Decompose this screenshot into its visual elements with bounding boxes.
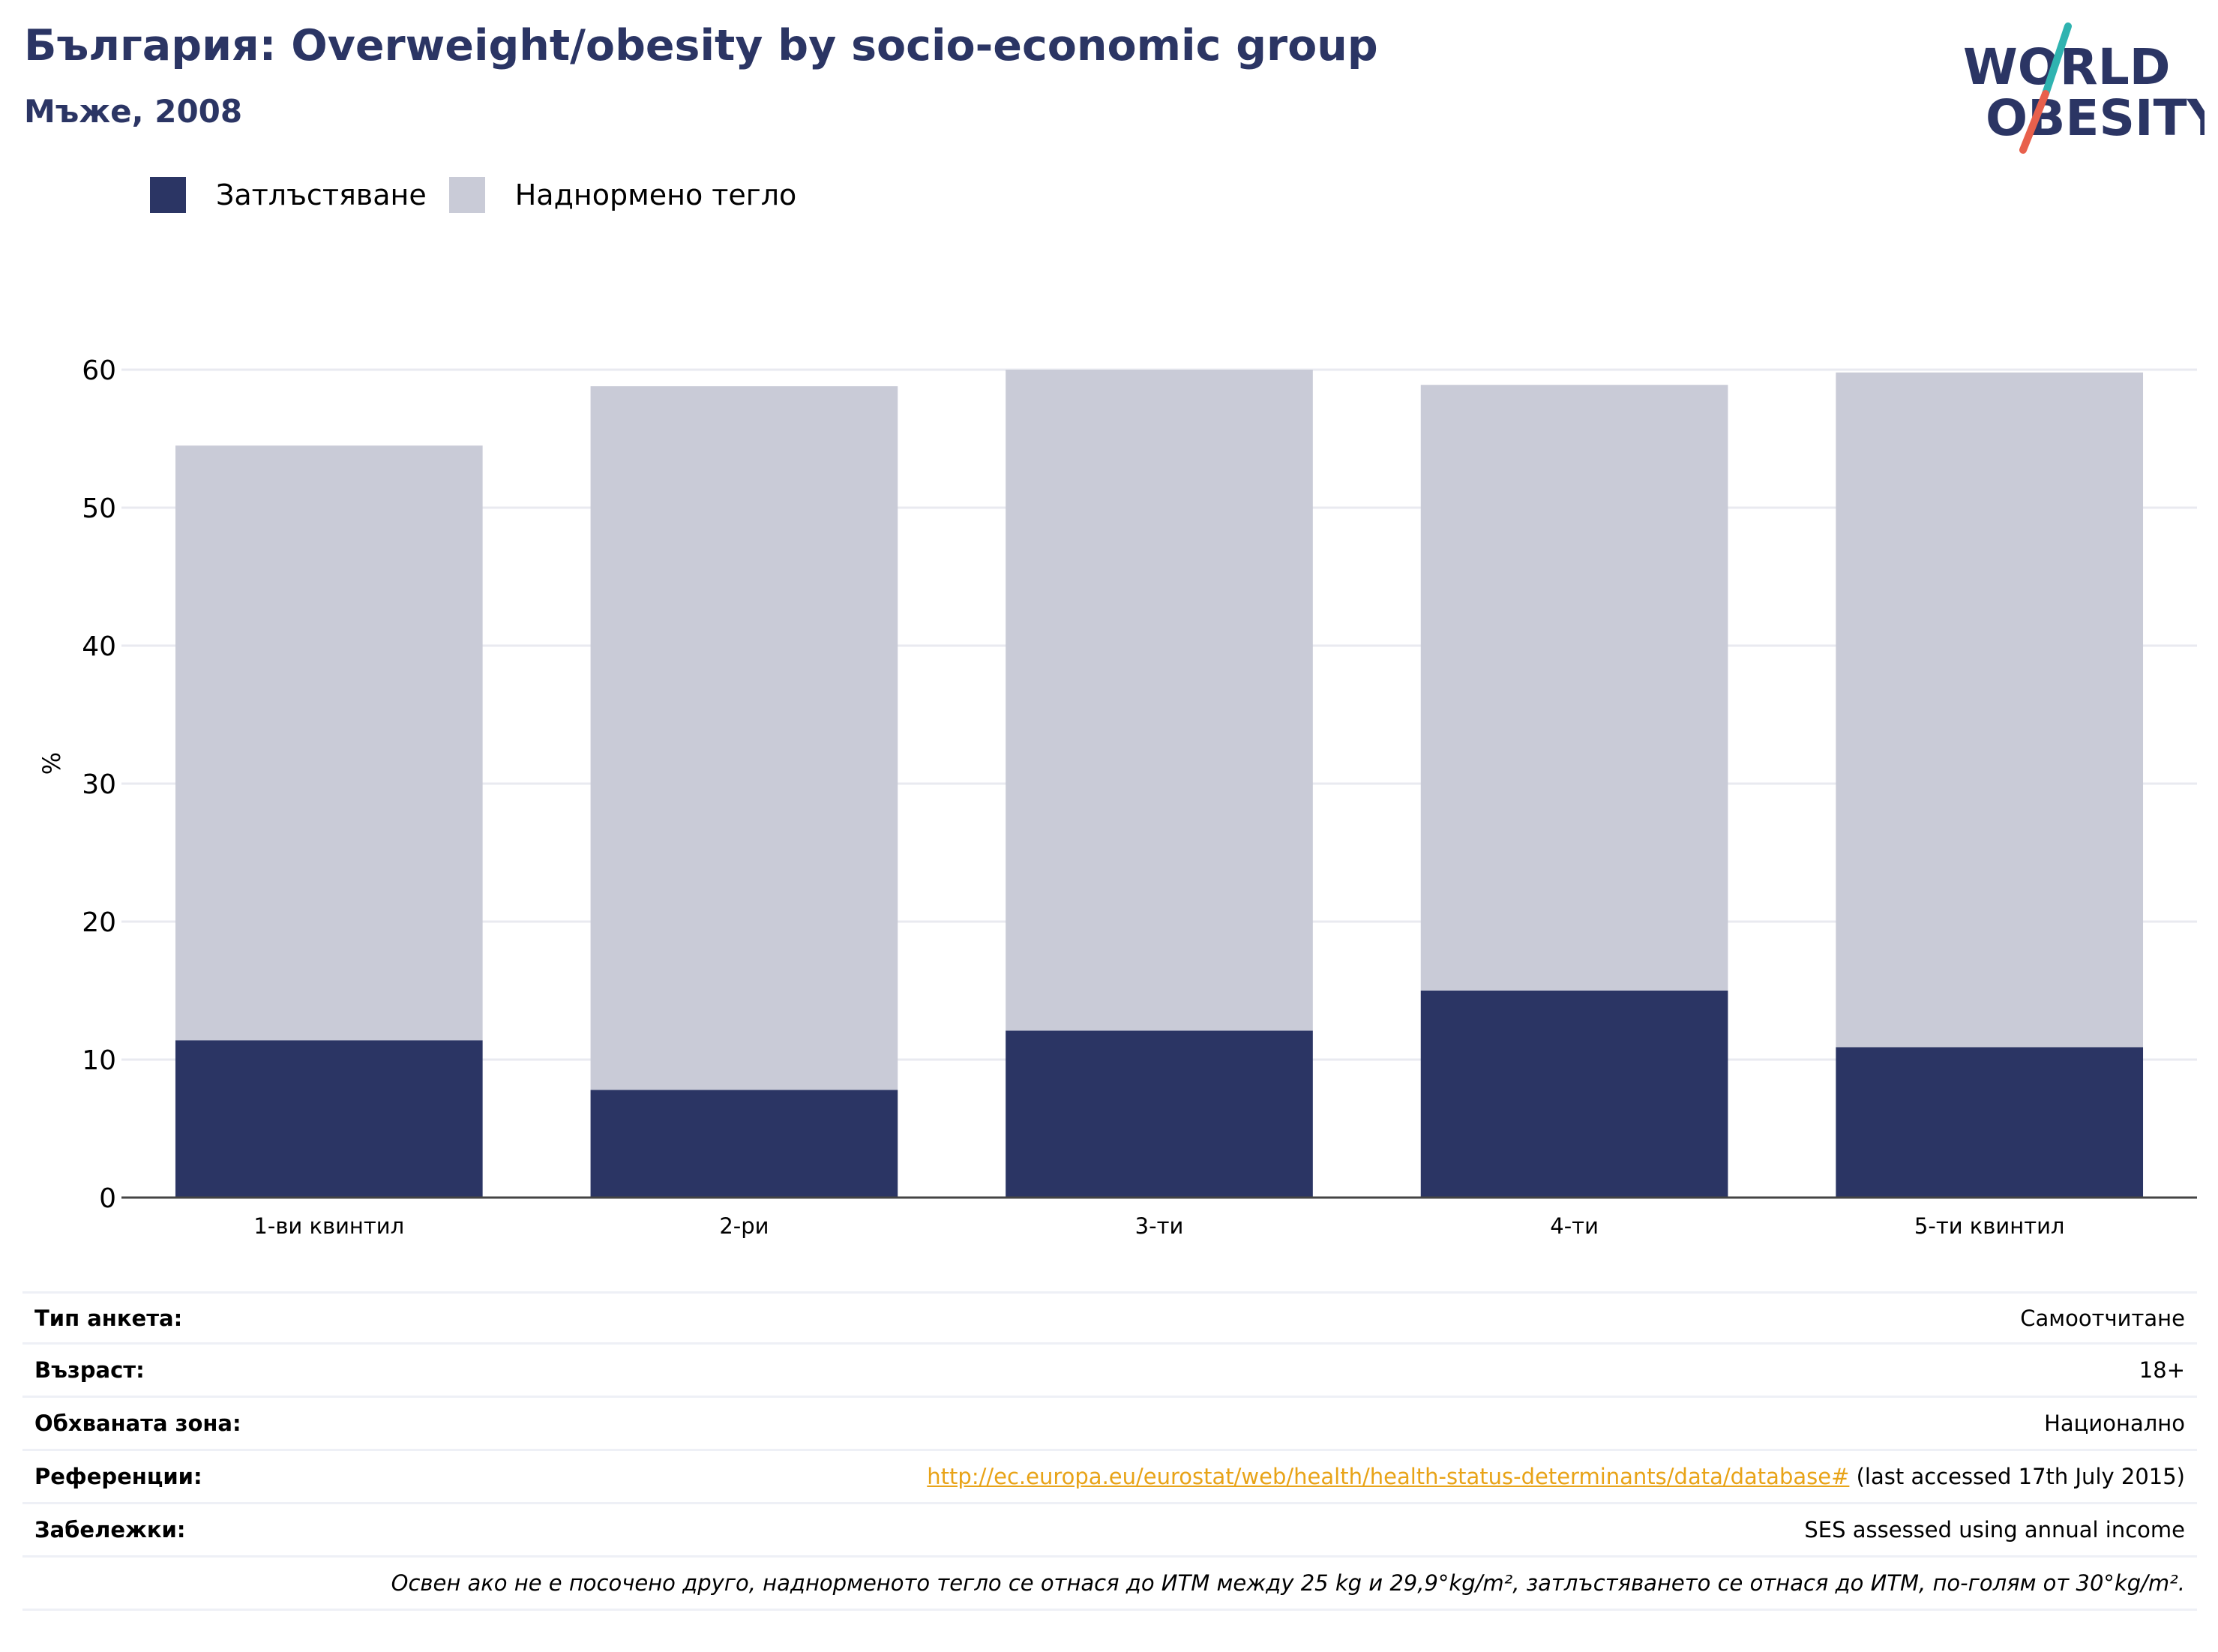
bar-obesity-3[interactable] bbox=[1006, 1030, 1313, 1198]
x-tick-label: 3-ти bbox=[1135, 1213, 1184, 1239]
chart-legend: Затлъстяване Наднормено тегло bbox=[150, 172, 819, 217]
meta-row-footnote: Освен ако не е посочено друго, наднормен… bbox=[22, 1558, 2197, 1611]
bar-obesity-2[interactable] bbox=[590, 1090, 898, 1198]
bar-overweight-1[interactable] bbox=[175, 445, 483, 1041]
bar-overweight-4[interactable] bbox=[1420, 385, 1728, 991]
meta-value-survey-type: Самоотчитане bbox=[2020, 1305, 2185, 1331]
meta-row-notes: Забележки: SES assessed using annual inc… bbox=[22, 1504, 2197, 1558]
legend-swatch-overweight bbox=[448, 177, 485, 213]
bars bbox=[175, 370, 2144, 1198]
y-tick-label: 0 bbox=[99, 1183, 116, 1214]
y-tick-label: 50 bbox=[82, 493, 116, 524]
meta-value-references: http://ec.europa.eu/eurostat/web/health/… bbox=[927, 1464, 2185, 1489]
y-tick-label: 30 bbox=[82, 769, 116, 800]
meta-key-notes: Забележки: bbox=[34, 1517, 186, 1543]
logo-slash-top bbox=[2042, 22, 2072, 97]
reference-link[interactable]: http://ec.europa.eu/eurostat/web/health/… bbox=[927, 1464, 1850, 1489]
y-tick-label: 10 bbox=[82, 1045, 116, 1076]
world-obesity-logo: WORLD OBESITY bbox=[1963, 22, 2205, 154]
bar-obesity-4[interactable] bbox=[1420, 991, 1728, 1198]
legend-label-obesity: Затлъстяване bbox=[216, 178, 427, 211]
y-tick-labels: 0 10 20 30 40 50 60 bbox=[82, 355, 116, 1214]
logo-slash-bottom bbox=[2019, 90, 2049, 154]
bar-obesity-1[interactable] bbox=[175, 1040, 483, 1198]
bar-obesity-5[interactable] bbox=[1836, 1047, 2144, 1198]
metadata-table: Тип анкета: Самоотчитане Възраст: 18+ Об… bbox=[22, 1291, 2197, 1611]
y-tick-label: 20 bbox=[82, 907, 116, 938]
legend-item-overweight[interactable]: Наднормено тегло bbox=[448, 177, 797, 213]
logo-line1: WORLD bbox=[1963, 38, 2171, 96]
x-tick-label: 4-ти bbox=[1550, 1213, 1599, 1239]
bar-overweight-5[interactable] bbox=[1836, 372, 2144, 1048]
bar-chart: 0 10 20 30 40 50 60 1-ви квинтил 2-ри 3-ти 4-ти 5-… bbox=[37, 355, 2197, 1239]
meta-value-area: Национално bbox=[2044, 1411, 2185, 1436]
bar-overweight-3[interactable] bbox=[1006, 370, 1313, 1031]
meta-key-references: Референции: bbox=[34, 1464, 202, 1489]
legend-label-overweight: Наднормено тегло bbox=[514, 178, 797, 211]
meta-value-notes: SES assessed using annual income bbox=[1804, 1517, 2185, 1543]
chart-subtitle: Мъже, 2008 bbox=[24, 93, 243, 130]
meta-key-area: Обхваната зона: bbox=[34, 1411, 241, 1436]
chart-title: България: Overweight/obesity by socio-ec… bbox=[24, 21, 1378, 70]
meta-row-references: Референции: http://ec.europa.eu/eurostat… bbox=[22, 1451, 2197, 1504]
meta-row-area: Обхваната зона: Национално bbox=[22, 1398, 2197, 1451]
y-tick-label: 60 bbox=[82, 355, 116, 386]
x-tick-labels: 1-ви квинтил 2-ри 3-ти 4-ти 5-ти квинтил bbox=[253, 1213, 2064, 1239]
footnote-text: Освен ако не е посочено друго, наднормен… bbox=[391, 1570, 2185, 1596]
x-tick-label: 1-ви квинтил bbox=[253, 1213, 404, 1239]
meta-value-age: 18+ bbox=[2139, 1357, 2185, 1383]
meta-row-survey-type: Тип анкета: Самоотчитане bbox=[22, 1291, 2197, 1345]
x-tick-label: 2-ри bbox=[719, 1213, 769, 1239]
x-tick-label: 5-ти квинтил bbox=[1914, 1213, 2065, 1239]
reference-accessed-note: (last accessed 17th July 2015) bbox=[1849, 1464, 2185, 1489]
y-tick-label: 40 bbox=[82, 631, 116, 662]
meta-key-survey-type: Тип анкета: bbox=[34, 1305, 183, 1331]
meta-row-age: Възраст: 18+ bbox=[22, 1345, 2197, 1398]
logo-line2: OBESITY bbox=[1986, 89, 2205, 147]
legend-swatch-obesity bbox=[150, 177, 186, 213]
y-axis-label: % bbox=[37, 752, 66, 775]
bar-overweight-2[interactable] bbox=[590, 386, 898, 1090]
legend-item-obesity[interactable]: Затлъстяване bbox=[150, 177, 427, 213]
meta-key-age: Възраст: bbox=[34, 1357, 145, 1383]
